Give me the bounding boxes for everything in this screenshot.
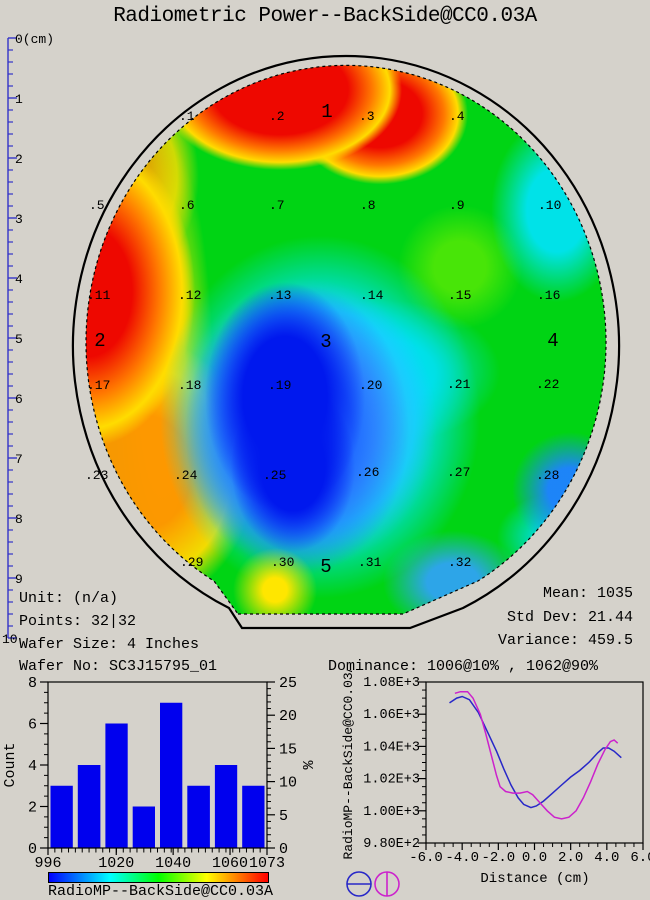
- y-tick-label: 1.02E+3: [363, 773, 420, 788]
- x-tick-label: 1060: [212, 855, 248, 872]
- wafer-heatmap: [75, 62, 617, 632]
- percent-axis-title: %: [301, 760, 318, 770]
- ruler-tick-label: 2: [15, 152, 23, 167]
- count-axis-title: Count: [2, 742, 19, 787]
- histogram-bar: [160, 702, 183, 848]
- percent-tick-label: 5: [279, 808, 288, 825]
- ruler-tick-label: 0(cm): [15, 32, 54, 47]
- profile-chart: 9.80E+2 1.00E+3 1.02E+3 1.04E+3 1.06E+3 1.08E…: [341, 670, 650, 897]
- plot-frame: [425, 681, 644, 844]
- histogram-bar: [214, 765, 238, 848]
- x-tick-label: 6.0: [630, 850, 650, 866]
- wafer-size-text: Wafer Size: 4 Inches: [19, 636, 200, 653]
- y-tick-label: 1.04E+3: [363, 740, 420, 755]
- std-dev-text: Std Dev: 21.44: [506, 609, 633, 626]
- y-tick-label: 1.08E+3: [363, 676, 420, 691]
- x-tick-label: -2.0: [482, 850, 516, 866]
- x-axis-title: Distance (cm): [480, 871, 589, 887]
- ruler-tick-label: 6: [15, 392, 23, 407]
- wafer-no-text: Wafer No: SC3J15795_01: [19, 658, 218, 675]
- x-tick-label: 2.0: [558, 850, 583, 866]
- y-tick-label: 1.06E+3: [363, 708, 420, 723]
- ruler-tick-label: 3: [15, 212, 23, 227]
- page-title: Radiometric Power--BackSide@CC0.03A: [113, 5, 537, 28]
- x-tick-label: 0.0: [522, 850, 547, 866]
- y-tick-label: 1.00E+3: [363, 805, 420, 820]
- histogram-bar: [77, 765, 101, 848]
- percent-tick-label: 15: [279, 741, 297, 758]
- ruler-tick-label: 7: [15, 452, 23, 467]
- variance-text: Variance: 459.5: [497, 632, 633, 649]
- ruler-tick-label: 9: [15, 572, 23, 587]
- x-tick-label: 4.0: [594, 850, 619, 866]
- histogram-bar: [105, 723, 128, 848]
- histogram-bar: [132, 806, 155, 848]
- y-tick-label: 9.80E+2: [363, 837, 420, 852]
- profile-curve-horizontal-profile: [449, 695, 622, 809]
- ruler-tick-label: 4: [15, 272, 23, 287]
- y-axis-title: RadioMP--BackSide@CC0.03A: [341, 670, 356, 860]
- colorbar-gradient: [48, 872, 269, 883]
- wafer-map: [75, 62, 617, 632]
- histogram-bar: [187, 785, 210, 848]
- percent-tick-label: 10: [279, 775, 297, 792]
- colorbar-label: RadioMP--BackSide@CC0.03A: [48, 883, 274, 900]
- count-tick-label: 4: [28, 758, 37, 775]
- dominance-text: Dominance: 1006@10% , 1062@90%: [328, 658, 599, 675]
- count-tick-label: 6: [28, 717, 37, 734]
- histogram-bar: [50, 785, 73, 848]
- x-tick-label: 1020: [98, 855, 134, 872]
- count-tick-label: 2: [28, 800, 37, 817]
- x-tick-label: 1073: [249, 855, 285, 872]
- profile-curve-vertical-profile: [454, 690, 619, 820]
- x-tick-label: -6.0: [409, 850, 443, 866]
- x-tick-label: 1040: [155, 855, 191, 872]
- vertical-ruler: 0(cm) 1 2 3 4 5 6 7 8 9 10: [2, 32, 54, 647]
- mean-text: Mean: 1035: [542, 585, 633, 602]
- count-tick-label: 0: [28, 841, 37, 858]
- count-tick-label: 8: [28, 675, 37, 692]
- x-tick-label: 996: [34, 855, 61, 872]
- ruler-tick-label: 5: [15, 332, 23, 347]
- percent-tick-label: 20: [279, 708, 297, 725]
- histogram-chart: 0 2 4 6 8 0 5 10 15 20 25 996 1020 1040 1060 1073 Count%: [2, 675, 318, 872]
- percent-tick-label: 25: [279, 675, 297, 692]
- x-tick-label: -4.0: [445, 850, 479, 866]
- percent-tick-label: 0: [279, 841, 288, 858]
- ruler-tick-label: 1: [15, 92, 23, 107]
- ruler-tick-label: 8: [15, 512, 23, 527]
- ruler-tick-label: 10: [2, 632, 18, 647]
- histogram-bar: [242, 785, 265, 848]
